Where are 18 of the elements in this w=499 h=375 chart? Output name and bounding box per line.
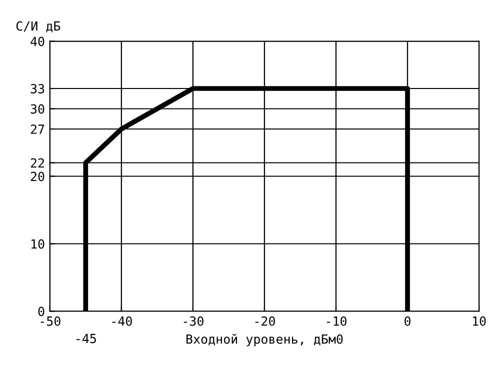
y-tick-label: 40 xyxy=(30,36,44,46)
y-tick-label: 30 xyxy=(30,104,44,114)
x-tick-label: -50 xyxy=(40,316,60,326)
y-tick-label: 27 xyxy=(30,124,44,134)
x-tick-label: 0 xyxy=(404,316,410,326)
x-tick-label: -20 xyxy=(255,316,275,326)
y-tick-label: 20 xyxy=(30,172,44,182)
x-tick-label: 10 xyxy=(473,316,486,326)
y-axis-title: С/И дБ xyxy=(16,21,60,32)
x-tick-label: -30 xyxy=(184,316,204,326)
y-tick-label: 33 xyxy=(30,84,44,94)
annotation: -45 xyxy=(76,334,96,344)
y-tick-label: 22 xyxy=(30,158,44,168)
x-axis-title: Входной уровень, дБм0 xyxy=(186,334,343,346)
y-tick-label: 10 xyxy=(31,239,44,249)
y-tick-label: 0 xyxy=(38,306,44,316)
x-tick-label: -10 xyxy=(326,316,346,326)
x-tick-label: -40 xyxy=(112,316,132,326)
